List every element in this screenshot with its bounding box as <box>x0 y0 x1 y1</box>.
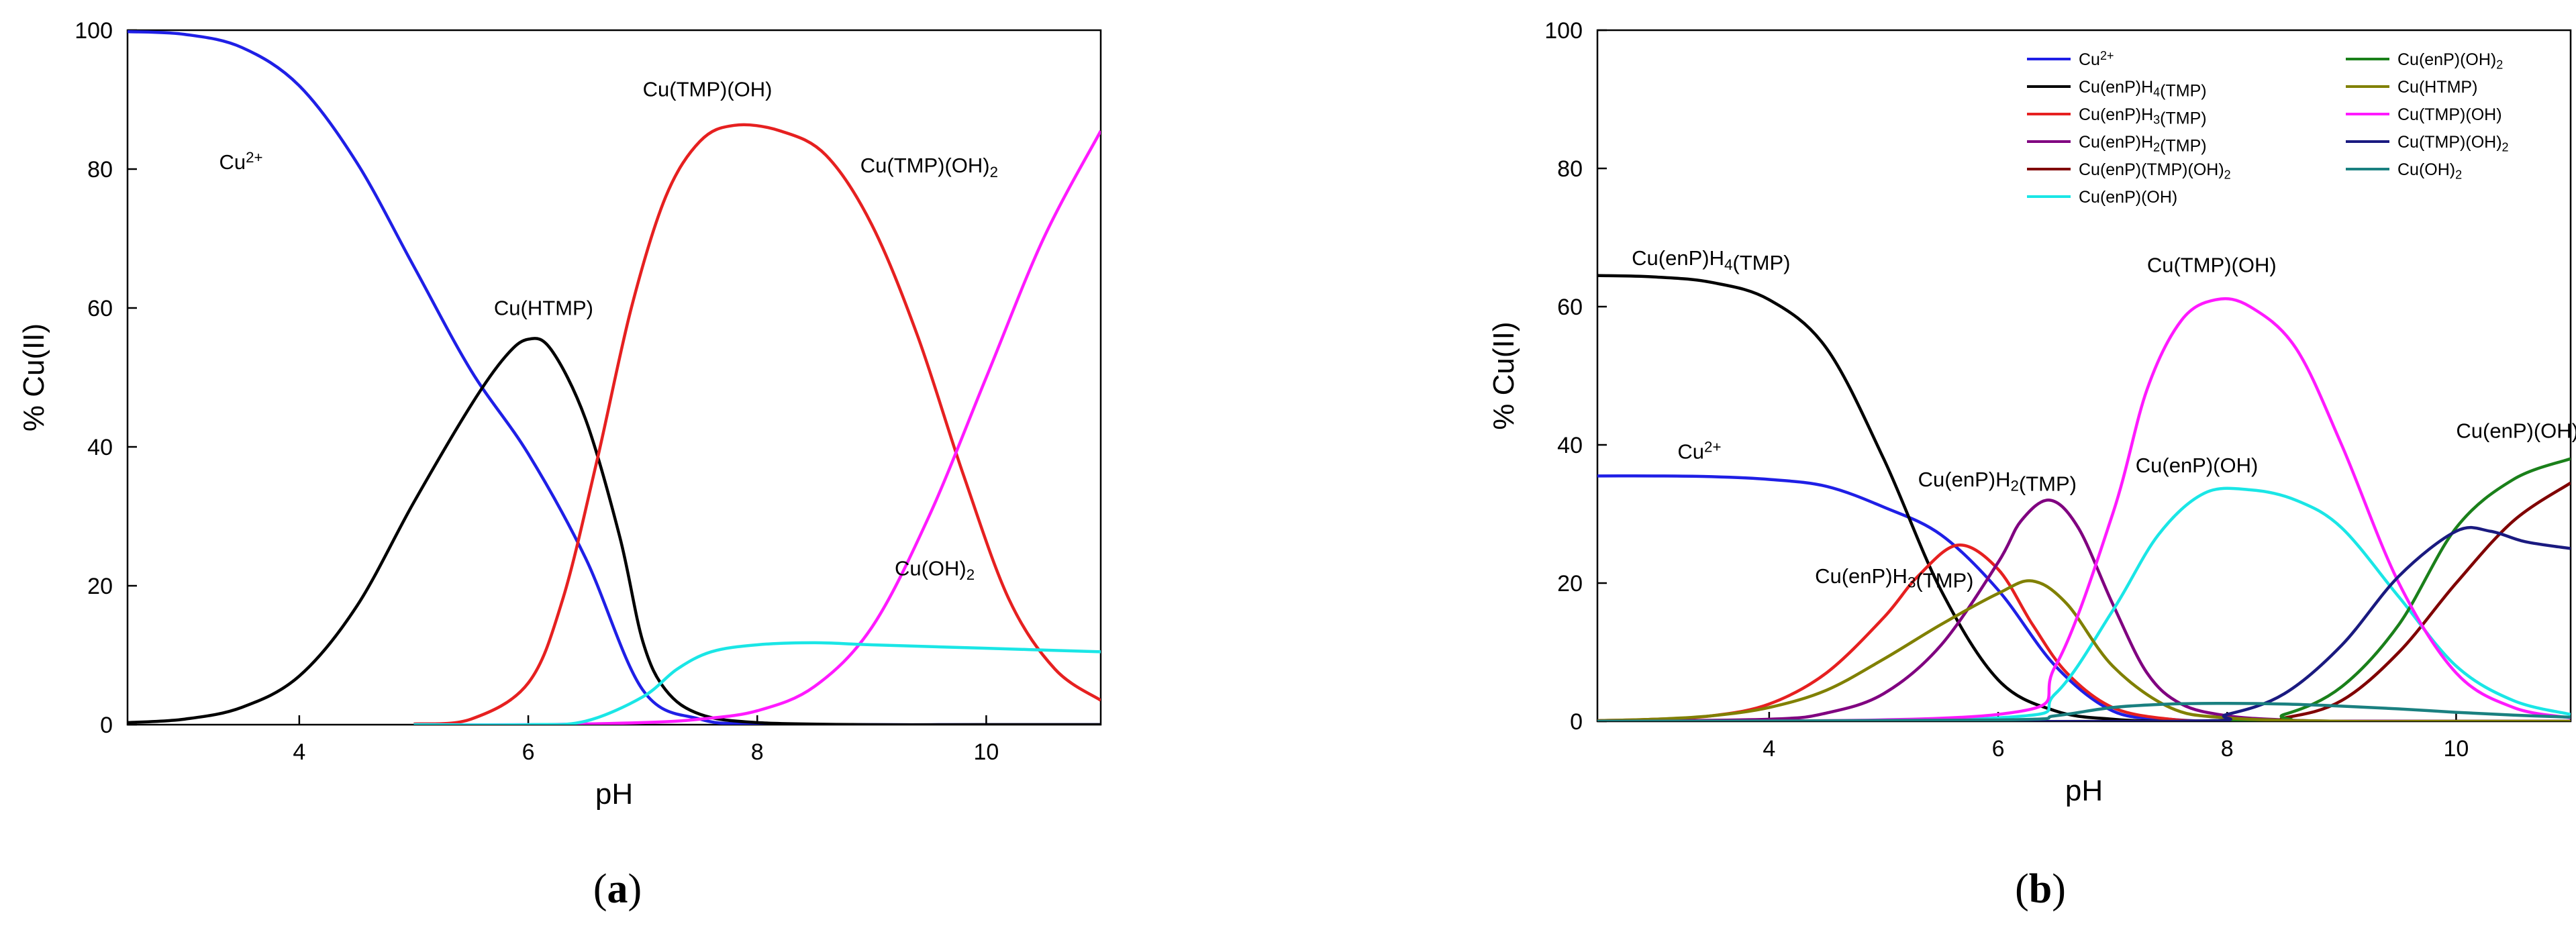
y-tick-label: 100 <box>1544 18 1583 44</box>
x-tick-label: 6 <box>522 739 535 765</box>
series-line-cu2 <box>1597 474 2571 721</box>
series-line-cu-tmp-oh <box>413 123 1101 725</box>
annotation-cu-enp-h3-tmp: Cu(enP)H3(TMP) <box>1815 564 1973 592</box>
annotation-cu-enp-h2-tmp: Cu(enP)H2(TMP) <box>1918 468 2077 496</box>
legend-label-cu-enp-tmp-oh-2: Cu(enP)(TMP)(OH)2 <box>2079 160 2231 181</box>
x-tick-label: 4 <box>293 739 305 765</box>
series-line-cu-enp-h3-tmp <box>1597 543 2571 721</box>
annotation-cu-enp-h4-tmp: Cu(enP)H4(TMP) <box>1632 246 1790 274</box>
series-line-cu-enp-oh-2 <box>1597 457 2571 721</box>
y-tick-label: 80 <box>1557 156 1583 182</box>
series-line-cu-htmp <box>128 337 1101 725</box>
series-line-cu-enp-h4-tmp <box>1597 274 2571 721</box>
y-tick-label: 80 <box>87 157 113 183</box>
x-axis-label: pH <box>2065 774 2103 807</box>
legend: Cu2+ Cu(enP)H4(TMP) Cu(enP)H3(TMP) Cu(enP)H… <box>2027 49 2509 207</box>
x-tick-label: 10 <box>2443 736 2469 762</box>
y-tick-label: 60 <box>1557 295 1583 320</box>
y-tick-label: 0 <box>100 713 113 738</box>
legend-label-cu-enp-h4-tmp: Cu(enP)H4(TMP) <box>2079 78 2207 100</box>
y-tick-label: 20 <box>1557 571 1583 597</box>
legend-label-cu-tmp-oh-2: Cu(TMP)(OH)2 <box>2397 133 2509 154</box>
annotation-cu-tmp-oh: Cu(TMP)(OH) <box>643 77 773 101</box>
series-line-cu-tmp-oh <box>1597 297 2571 721</box>
x-tick-label: 8 <box>751 739 764 765</box>
x-tick-label: 8 <box>2221 736 2234 762</box>
y-tick-label: 60 <box>87 296 113 321</box>
annotation-cu2: Cu2+ <box>1677 439 1721 464</box>
legend-label-cu2: Cu2+ <box>2079 49 2114 69</box>
annotation-cu-oh-2: Cu(OH)2 <box>895 556 975 583</box>
series-line-cu-oh-2 <box>413 641 1101 725</box>
x-tick-label: 6 <box>1992 736 2005 762</box>
series-line-cu-oh-2 <box>1597 701 2571 721</box>
y-tick-label: 20 <box>87 574 113 599</box>
annotation-cu-enp-oh-2: Cu(enP)(OH)2 <box>2456 419 2576 446</box>
series-line-cu-enp-tmp-oh-2 <box>1597 481 2571 721</box>
legend-label-cu-tmp-oh: Cu(TMP)(OH) <box>2397 105 2502 124</box>
annotation-cu-tmp-oh: Cu(TMP)(OH) <box>2147 254 2277 277</box>
y-tick-label: 100 <box>75 18 113 44</box>
panel-label: (a) <box>593 866 642 912</box>
y-axis-label: % Cu(II) <box>1487 321 1520 429</box>
legend-label-cu-htmp: Cu(HTMP) <box>2397 78 2477 97</box>
series-line-cu-enp-oh <box>1597 486 2571 721</box>
legend-label-cu-enp-h3-tmp: Cu(enP)H3(TMP) <box>2079 105 2207 127</box>
annotation-cu-tmp-oh-2: Cu(TMP)(OH)2 <box>860 154 998 180</box>
series-line-cu-htmp <box>1597 579 2571 721</box>
annotation-cu-enp-oh: Cu(enP)(OH) <box>2136 454 2259 477</box>
panel-label: (b) <box>2015 866 2066 912</box>
series-line-cu-tmp-oh-2 <box>1597 525 2571 721</box>
y-tick-label: 0 <box>1570 709 1583 735</box>
y-tick-label: 40 <box>87 435 113 460</box>
annotation-cu-htmp: Cu(HTMP) <box>494 296 593 319</box>
series-line-cu-tmp-oh-2 <box>413 130 1101 725</box>
legend-label-cu-oh-2: Cu(OH)2 <box>2397 160 2462 181</box>
legend-label-cu-enp-h2-tmp: Cu(enP)H2(TMP) <box>2079 133 2207 155</box>
legend-label-cu-enp-oh-2: Cu(enP)(OH)2 <box>2397 50 2503 71</box>
x-axis-label: pH <box>595 778 633 811</box>
legend-label-cu-enp-oh: Cu(enP)(OH) <box>2079 188 2177 207</box>
y-tick-label: 40 <box>1557 433 1583 458</box>
x-tick-label: 10 <box>973 739 999 765</box>
annotation-cu2: Cu2+ <box>219 149 262 174</box>
x-tick-label: 4 <box>1763 736 1775 762</box>
y-axis-label: % Cu(II) <box>17 323 50 431</box>
